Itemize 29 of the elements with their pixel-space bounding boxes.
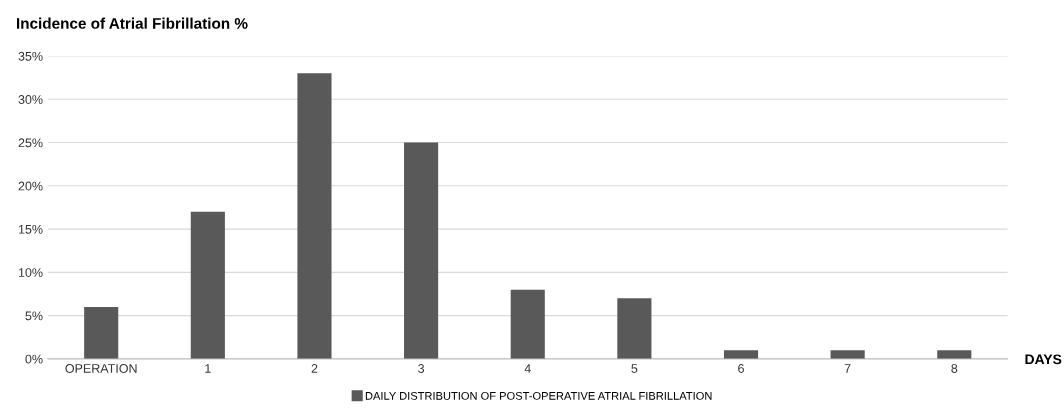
x-tick-label: OPERATION	[65, 364, 137, 373]
y-tick-label: 10%	[18, 268, 43, 277]
x-tick-label: 6	[738, 364, 744, 373]
bar	[937, 350, 972, 359]
bar	[510, 289, 545, 359]
y-tick-label: 5%	[25, 311, 43, 321]
bar	[723, 350, 759, 359]
bar	[297, 73, 332, 359]
bar	[830, 350, 865, 359]
x-tick-label: 4	[524, 364, 531, 373]
y-tick-label: 25%	[18, 138, 43, 148]
bar	[84, 306, 119, 359]
y-tick-label: 15%	[18, 224, 43, 234]
y-tick-label: 30%	[18, 95, 43, 104]
x-axis-title: DAYS	[1025, 354, 1062, 365]
y-tick-label: 0%	[25, 354, 43, 364]
x-tick-label: 5	[631, 364, 638, 373]
x-tick-label: 3	[418, 364, 425, 373]
bar	[190, 211, 225, 359]
y-axis-title: Incidence of Atrial Fibrillation %	[16, 17, 248, 29]
legend-label: DAILY DISTRIBUTION OF POST-OPERATIVE ATRIAL FIBRILLATION	[365, 391, 712, 400]
bar	[617, 298, 652, 359]
x-tick-label: 7	[844, 364, 851, 373]
x-tick-label: 2	[311, 364, 318, 373]
x-tick-label: 1	[205, 364, 211, 373]
bar	[404, 142, 439, 359]
x-tick-label: 8	[951, 364, 958, 373]
y-tick-label: 35%	[18, 51, 43, 61]
y-tick-label: 20%	[18, 181, 43, 191]
